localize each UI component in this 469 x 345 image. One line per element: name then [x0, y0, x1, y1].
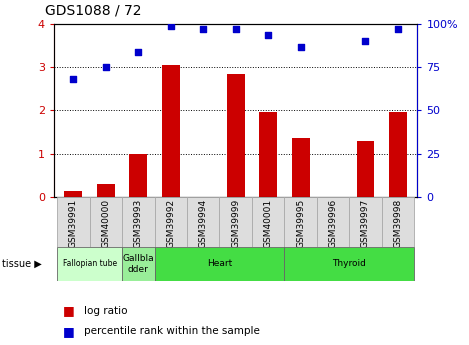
Text: GSM39995: GSM39995	[296, 199, 305, 248]
Text: Gallbla
dder: Gallbla dder	[122, 254, 154, 274]
Text: GSM39994: GSM39994	[199, 199, 208, 248]
Point	[394, 27, 401, 32]
Bar	[155, 197, 187, 247]
Bar	[97, 184, 115, 197]
Bar	[57, 197, 90, 247]
Point	[362, 39, 369, 44]
Point	[167, 23, 174, 29]
Bar	[155, 247, 284, 281]
Bar	[90, 197, 122, 247]
Text: percentile rank within the sample: percentile rank within the sample	[84, 326, 260, 336]
Text: GSM40000: GSM40000	[101, 199, 110, 248]
Text: GSM39991: GSM39991	[69, 199, 78, 248]
Text: GSM39992: GSM39992	[166, 199, 175, 248]
Text: GSM39999: GSM39999	[231, 199, 240, 248]
Text: Thyroid: Thyroid	[333, 259, 366, 268]
Point	[135, 49, 142, 55]
Bar	[219, 197, 252, 247]
Point	[297, 44, 304, 49]
Text: GSM40001: GSM40001	[264, 199, 272, 248]
Text: ■: ■	[63, 304, 79, 317]
Point	[265, 32, 272, 37]
Bar	[284, 197, 317, 247]
Bar	[64, 191, 83, 197]
Text: tissue ▶: tissue ▶	[2, 259, 42, 269]
Text: GSM39997: GSM39997	[361, 199, 370, 248]
Bar	[227, 74, 245, 197]
Point	[199, 27, 207, 32]
Bar	[122, 247, 155, 281]
Bar	[162, 65, 180, 197]
Bar	[129, 154, 147, 197]
Bar	[284, 247, 414, 281]
Text: GSM39998: GSM39998	[393, 199, 402, 248]
Text: Heart: Heart	[207, 259, 232, 268]
Bar	[292, 138, 310, 197]
Bar	[356, 141, 374, 197]
Bar	[389, 112, 407, 197]
Bar	[349, 197, 382, 247]
Text: log ratio: log ratio	[84, 306, 128, 315]
Point	[102, 65, 110, 70]
Bar	[382, 197, 414, 247]
Bar	[57, 247, 122, 281]
Bar	[187, 197, 219, 247]
Text: GDS1088 / 72: GDS1088 / 72	[45, 3, 141, 17]
Text: Fallopian tube: Fallopian tube	[62, 259, 117, 268]
Bar	[122, 197, 155, 247]
Text: GSM39996: GSM39996	[328, 199, 338, 248]
Bar	[259, 112, 277, 197]
Point	[232, 27, 239, 32]
Bar	[252, 197, 284, 247]
Text: ■: ■	[63, 325, 79, 338]
Bar	[317, 197, 349, 247]
Text: GSM39993: GSM39993	[134, 199, 143, 248]
Point	[70, 77, 77, 82]
